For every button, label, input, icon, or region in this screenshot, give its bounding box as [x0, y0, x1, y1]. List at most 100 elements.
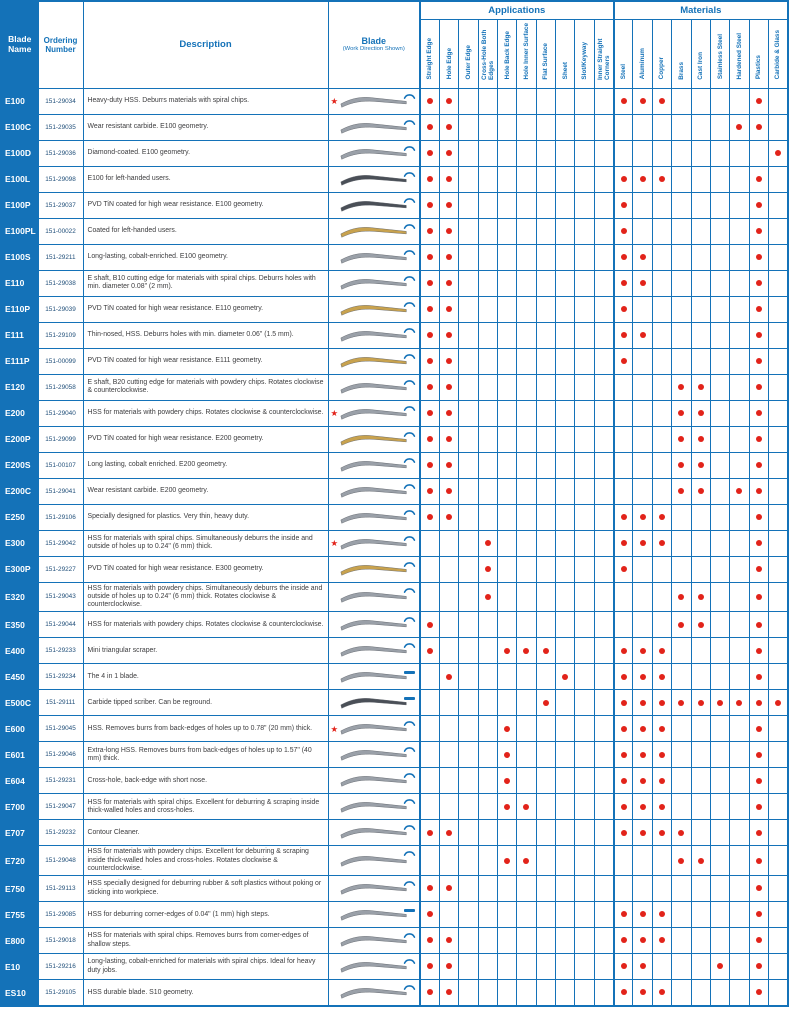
app-mark-hole-edge — [438, 399, 460, 427]
work-direction-arc-icon — [403, 770, 416, 779]
app-mark-straight-edge — [418, 503, 440, 531]
mat-mark-copper — [651, 503, 673, 531]
mat-mark-plastics — [748, 901, 769, 929]
column-label: Hole Inner Surface — [522, 23, 530, 80]
app-mark-hole-edge — [438, 555, 460, 583]
mat-mark-stainless-steel — [709, 875, 731, 903]
mat-mark-hardened-steel — [729, 741, 750, 769]
material-dot — [755, 911, 762, 918]
app-mark-hole-inner-surface — [516, 715, 537, 743]
blade-row-e200s: E200S 151-00107 Long lasting, cobalt enric… — [0, 451, 789, 479]
work-direction-arc-icon — [403, 930, 416, 939]
app-mark-hole-edge — [438, 139, 460, 167]
mat-mark-plastics — [748, 741, 769, 769]
mat-mark-carbide-glass — [767, 689, 789, 717]
mat-mark-aluminum — [632, 503, 653, 531]
mat-mark-aluminum — [632, 953, 653, 981]
mat-mark-carbide-glass — [767, 425, 789, 453]
app-mark-inner-straight-corners — [593, 87, 615, 115]
mat-mark-plastics — [748, 113, 769, 141]
app-mark-slot-keyway — [574, 529, 595, 557]
blade-image — [340, 226, 407, 238]
app-mark-hole-inner-surface — [516, 347, 537, 375]
blade-name: E320 — [0, 581, 39, 613]
app-mark-hole-edge — [438, 767, 460, 795]
column-label: Sheet — [561, 62, 569, 80]
table-header: Blade Name Ordering Number Description B… — [0, 0, 789, 89]
blade-image-cell: ★ — [327, 87, 421, 115]
material-dot — [755, 305, 762, 312]
mat-mark-plastics — [748, 269, 769, 297]
app-mark-sheet — [555, 373, 576, 401]
mat-mark-plastics — [748, 243, 769, 271]
blade-description: HSS for materials with spiral chips. Exc… — [82, 793, 329, 821]
mat-mark-steel — [612, 373, 634, 401]
blade-row-e320: E320 151-29043 HSS for materials with powd… — [0, 581, 789, 613]
popular-star-icon: ★ — [330, 723, 339, 734]
app-mark-cross-hole-both-edges — [477, 741, 498, 769]
mat-mark-cast-iron — [690, 321, 711, 349]
blade-image — [340, 382, 407, 394]
material-dot — [658, 673, 665, 680]
blade-description: PVD TiN coated for high wear resistance.… — [82, 555, 329, 583]
material-dot — [755, 383, 762, 390]
app-mark-inner-straight-corners — [593, 165, 615, 193]
blade-image-cell — [327, 477, 421, 505]
mat-mark-aluminum — [632, 901, 653, 929]
blade-name: E110P — [0, 295, 39, 323]
app-mark-flat-surface — [535, 503, 557, 531]
mat-mark-aluminum — [632, 637, 653, 665]
blade-image — [340, 910, 407, 921]
application-dot — [446, 357, 453, 364]
application-dot — [426, 911, 433, 918]
application-dot — [446, 201, 453, 208]
blade-image-cell — [327, 663, 421, 691]
app-mark-inner-straight-corners — [593, 953, 615, 981]
mat-mark-stainless-steel — [709, 689, 731, 717]
app-mark-hole-edge — [438, 637, 460, 665]
app-mark-inner-straight-corners — [593, 689, 615, 717]
blade-row-e100d: E100D 151-29036 Diamond-coated. E100 geome… — [0, 139, 789, 167]
app-mark-outer-edge — [458, 165, 479, 193]
blade-row-e350: E350 151-29044 HSS for materials with powd… — [0, 611, 789, 639]
blade-description: HSS for materials with powdery chips. Ex… — [82, 845, 329, 877]
blade-row-e700: E700 151-29047 HSS for materials with spir… — [0, 793, 789, 821]
material-dot — [658, 699, 665, 706]
work-direction-arc-icon — [403, 533, 416, 541]
app-mark-outer-edge — [458, 217, 479, 245]
app-mark-hole-back-edge — [496, 165, 518, 193]
mat-mark-cast-iron — [690, 953, 711, 981]
ordering-number: 151-29058 — [37, 373, 84, 401]
mat-mark-cast-iron — [690, 767, 711, 795]
app-mark-sheet — [555, 113, 576, 141]
app-mark-sheet — [555, 529, 576, 557]
blade-description: HSS for deburring corner-edges of 0.04" … — [82, 901, 329, 929]
application-dot — [484, 539, 491, 546]
material-dot — [620, 751, 627, 758]
app-mark-hole-edge — [438, 979, 460, 1007]
mat-mark-plastics — [748, 165, 769, 193]
app-mark-sheet — [555, 295, 576, 323]
app-mark-outer-edge — [458, 581, 479, 613]
app-mark-flat-surface — [535, 269, 557, 297]
app-mark-hole-edge — [438, 113, 460, 141]
material-dot — [755, 279, 762, 286]
app-mark-sheet — [555, 979, 576, 1007]
mat-mark-aluminum — [632, 979, 653, 1007]
mat-mark-hardened-steel — [729, 347, 750, 375]
mat-mark-cast-iron — [690, 165, 711, 193]
mat-mark-cast-iron — [690, 243, 711, 271]
mat-mark-hardened-steel — [729, 139, 750, 167]
material-dot — [639, 829, 646, 836]
material-dot — [755, 725, 762, 732]
mat-mark-stainless-steel — [709, 425, 731, 453]
application-dot — [523, 857, 530, 864]
app-mark-cross-hole-both-edges — [477, 875, 498, 903]
app-mark-hole-back-edge — [496, 321, 518, 349]
material-dot — [755, 621, 762, 628]
app-mark-straight-edge — [418, 715, 440, 743]
app-mark-slot-keyway — [574, 87, 595, 115]
blade-image-cell — [327, 611, 421, 639]
material-dot — [755, 857, 762, 864]
mat-mark-hardened-steel — [729, 113, 750, 141]
